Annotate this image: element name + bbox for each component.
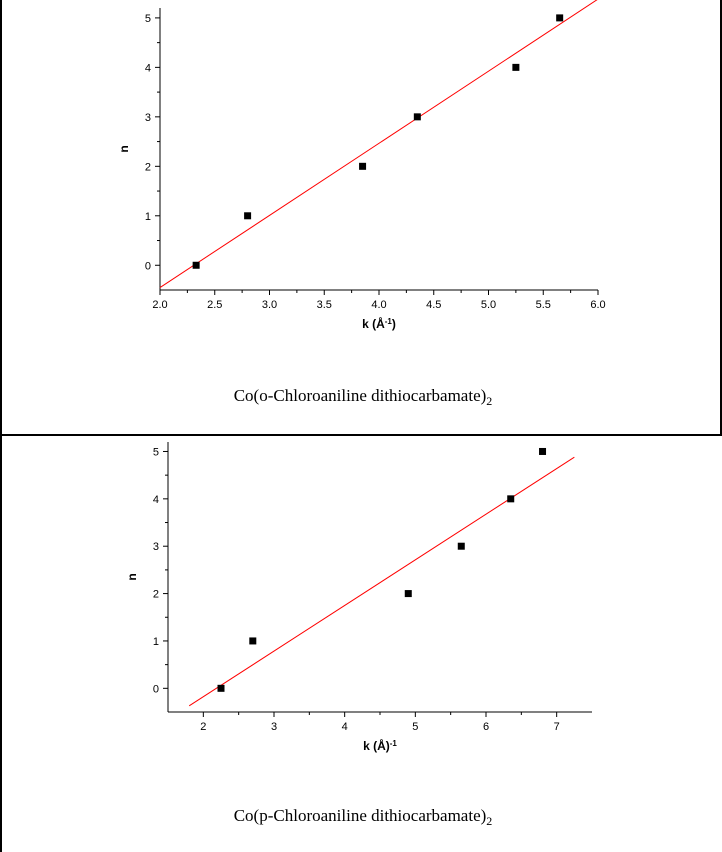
fit-line <box>188 456 575 707</box>
data-point <box>359 162 367 170</box>
y-tick-label: 2 <box>145 161 151 173</box>
y-tick-label: 0 <box>145 260 151 272</box>
y-tick-label: 5 <box>145 13 151 25</box>
x-tick-label: 5.0 <box>481 299 496 311</box>
x-axis-title-sup: -1 <box>385 317 393 326</box>
data-point <box>413 113 421 121</box>
x-axis-title-main: k (Å <box>362 316 385 331</box>
data-point <box>244 212 252 220</box>
x-tick-label: 3.5 <box>317 299 332 311</box>
x-tick-label: 2 <box>200 721 206 733</box>
x-tick-label: 5 <box>412 721 418 733</box>
y-tick-label: 3 <box>153 541 159 553</box>
data-point <box>556 14 564 22</box>
data-point <box>217 684 225 692</box>
x-tick-label: 4.5 <box>426 299 441 311</box>
fit-line <box>159 0 598 288</box>
x-tick-label: 6.0 <box>590 299 605 311</box>
x-tick-label: 6 <box>483 721 489 733</box>
x-tick-label: 2.5 <box>207 299 222 311</box>
data-point <box>507 495 515 503</box>
chart-top-caption: Co(o-Chloroaniline dithiocarbamate)2 <box>2 386 722 408</box>
x-tick-label: 7 <box>554 721 560 733</box>
x-tick-label: 3 <box>271 721 277 733</box>
y-tick-label: 3 <box>145 112 151 124</box>
x-tick-label: 3.0 <box>262 299 277 311</box>
data-point <box>249 637 257 645</box>
y-tick-label: 4 <box>145 62 151 74</box>
x-axis-title-main: k (Å) <box>363 738 390 753</box>
caption-text: Co(o-Chloroaniline dithiocarbamate) <box>233 386 487 405</box>
x-axis-title: k (Å)-1 <box>363 738 397 753</box>
caption-text: Co(p-Chloroaniline dithiocarbamate) <box>233 806 487 825</box>
y-axis-title: n <box>125 573 139 580</box>
data-point <box>404 590 412 598</box>
chart-bottom-caption: Co(p-Chloroaniline dithiocarbamate)2 <box>2 806 722 828</box>
x-tick-label: 4.0 <box>371 299 386 311</box>
x-tick-label: 4 <box>342 721 348 733</box>
y-tick-label: 2 <box>153 589 159 601</box>
x-axis-title-sup: -1 <box>390 739 398 748</box>
x-axis-title-close: ) <box>392 317 396 331</box>
y-tick-label: 1 <box>145 211 151 223</box>
caption-subscript: 2 <box>486 814 493 828</box>
y-tick-label: 1 <box>153 636 159 648</box>
y-axis-title: n <box>117 145 131 152</box>
chart-bottom: 2 3 4 5 6 7 0 1 2 3 4 5 n k (Å)-1 <box>125 442 592 753</box>
x-tick-label: 2.0 <box>152 299 167 311</box>
chart-panel-bottom: 2 3 4 5 6 7 0 1 2 3 4 5 n k (Å)-1 Co(p-Chloroaniline … <box>0 436 722 852</box>
data-point <box>192 261 200 269</box>
data-point <box>512 63 520 71</box>
x-tick-label: 5.5 <box>536 299 551 311</box>
chart-panel-top: 2.0 2.5 3.0 3.5 4.0 4.5 5.0 5.5 6.0 0 1 2 3 4 5 n k (Å-1… <box>0 0 722 436</box>
chart-top: 2.0 2.5 3.0 3.5 4.0 4.5 5.0 5.5 6.0 0 1 2 3 4 5 n k (Å-1… <box>117 0 606 331</box>
data-point <box>539 447 547 455</box>
y-tick-label: 5 <box>153 446 159 458</box>
y-tick-label: 4 <box>153 494 159 506</box>
x-axis-title: k (Å-1) <box>362 316 396 331</box>
y-tick-label: 0 <box>153 683 159 695</box>
data-point <box>457 542 465 550</box>
caption-subscript: 2 <box>486 394 493 408</box>
